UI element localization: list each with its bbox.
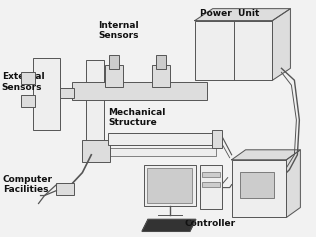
Bar xyxy=(86,60,104,145)
Bar xyxy=(60,88,74,98)
Text: Internal
Sensors: Internal Sensors xyxy=(98,21,138,40)
Bar xyxy=(144,165,196,206)
Text: Power  Unit: Power Unit xyxy=(200,9,259,18)
Text: Mechanical
Structure: Mechanical Structure xyxy=(108,108,166,128)
Text: External
Sensors: External Sensors xyxy=(2,72,44,92)
Bar xyxy=(156,55,166,69)
Bar xyxy=(147,168,192,204)
Bar xyxy=(212,130,222,148)
Bar xyxy=(109,55,119,69)
Text: Computer
Facilities: Computer Facilities xyxy=(3,175,53,194)
Bar xyxy=(232,160,286,217)
Polygon shape xyxy=(286,150,301,217)
Bar xyxy=(240,172,275,197)
Bar xyxy=(57,183,74,195)
Bar xyxy=(108,133,216,145)
Bar xyxy=(195,21,272,80)
Bar xyxy=(33,58,60,130)
Bar xyxy=(21,72,34,84)
Bar xyxy=(202,172,220,177)
Polygon shape xyxy=(142,219,196,231)
Bar xyxy=(21,95,34,107)
Polygon shape xyxy=(272,9,290,80)
Bar xyxy=(108,148,216,156)
Polygon shape xyxy=(195,9,290,21)
Bar xyxy=(72,82,207,100)
Bar xyxy=(152,65,170,87)
Bar xyxy=(105,65,123,87)
Bar xyxy=(82,140,110,162)
Bar xyxy=(202,182,220,187)
Bar xyxy=(200,165,222,210)
Polygon shape xyxy=(232,150,301,160)
Text: Controller: Controller xyxy=(184,219,235,228)
